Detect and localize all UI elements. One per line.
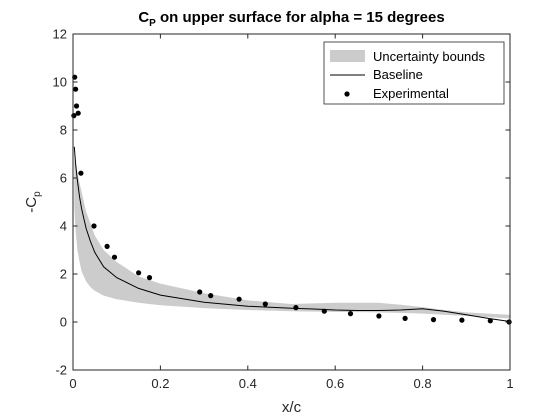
legend-band-swatch [330,50,365,62]
experimental-point-2 [73,86,79,92]
y-tick-label-6: 10 [53,75,67,90]
experimental-point-9 [136,270,142,276]
experimental-point-18 [376,313,382,319]
experimental-point-12 [208,293,214,299]
experimental-point-7 [104,243,110,249]
experimental-point-16 [321,308,327,314]
experimental-point-5 [78,170,84,176]
experimental-point-22 [487,318,493,324]
experimental-point-14 [262,301,268,307]
x-tick-label-5: 1 [506,376,513,391]
y-tick-label-5: 8 [60,123,67,138]
x-tick-label-2: 0.4 [239,376,257,391]
experimental-point-17 [347,311,354,317]
experimental-point-4 [75,110,81,116]
experimental-point-13 [236,296,242,302]
y-tick-label-2: 2 [60,267,67,282]
chart-title-base: C [138,9,149,26]
experimental-point-6 [91,223,97,229]
x-tick-label-4: 0.8 [414,376,432,391]
legend-label-experimental: Experimental [373,86,449,101]
y-tick-label-7: 12 [53,27,67,42]
experimental-point-19 [402,315,408,321]
y-axis-title-subscript: p [32,191,43,197]
y-tick-label-4: 6 [60,171,67,186]
experimental-point-15 [293,305,299,311]
baseline-line [73,146,511,322]
experimental-point-20 [430,317,437,323]
experimental-point-21 [459,317,465,323]
y-axis-title-base: -C [23,197,40,213]
y-tick-label-3: 4 [60,219,67,234]
experimental-point-8 [111,254,118,260]
plot-frame [72,33,511,371]
legend-label-baseline: Baseline [373,67,423,82]
legend-label-uncertainty-bounds: Uncertainty bounds [373,49,486,64]
y-axis-title: -Cp [23,191,43,213]
y-tick-label-0: -2 [55,363,67,378]
legend: Uncertainty bounds Baseline Experimental [323,41,505,105]
x-axis-title: x/c [282,399,302,416]
legend-point-swatch [344,91,350,97]
experimental-point-3 [73,103,80,109]
chart-title-subscript: P [149,18,156,29]
baseline-line-layer [73,146,511,322]
experimental-point-10 [146,275,153,281]
x-tick-label-1: 0.2 [151,376,169,391]
experimental-point-11 [197,289,203,295]
chart-title-rest: on upper surface for alpha = 15 degrees [156,9,445,26]
chart-title: CP on upper surface for alpha = 15 degre… [138,9,444,29]
x-tick-label-0: 0 [69,376,76,391]
y-tick-label-1: 0 [60,315,67,330]
x-tick-label-3: 0.6 [326,376,344,391]
